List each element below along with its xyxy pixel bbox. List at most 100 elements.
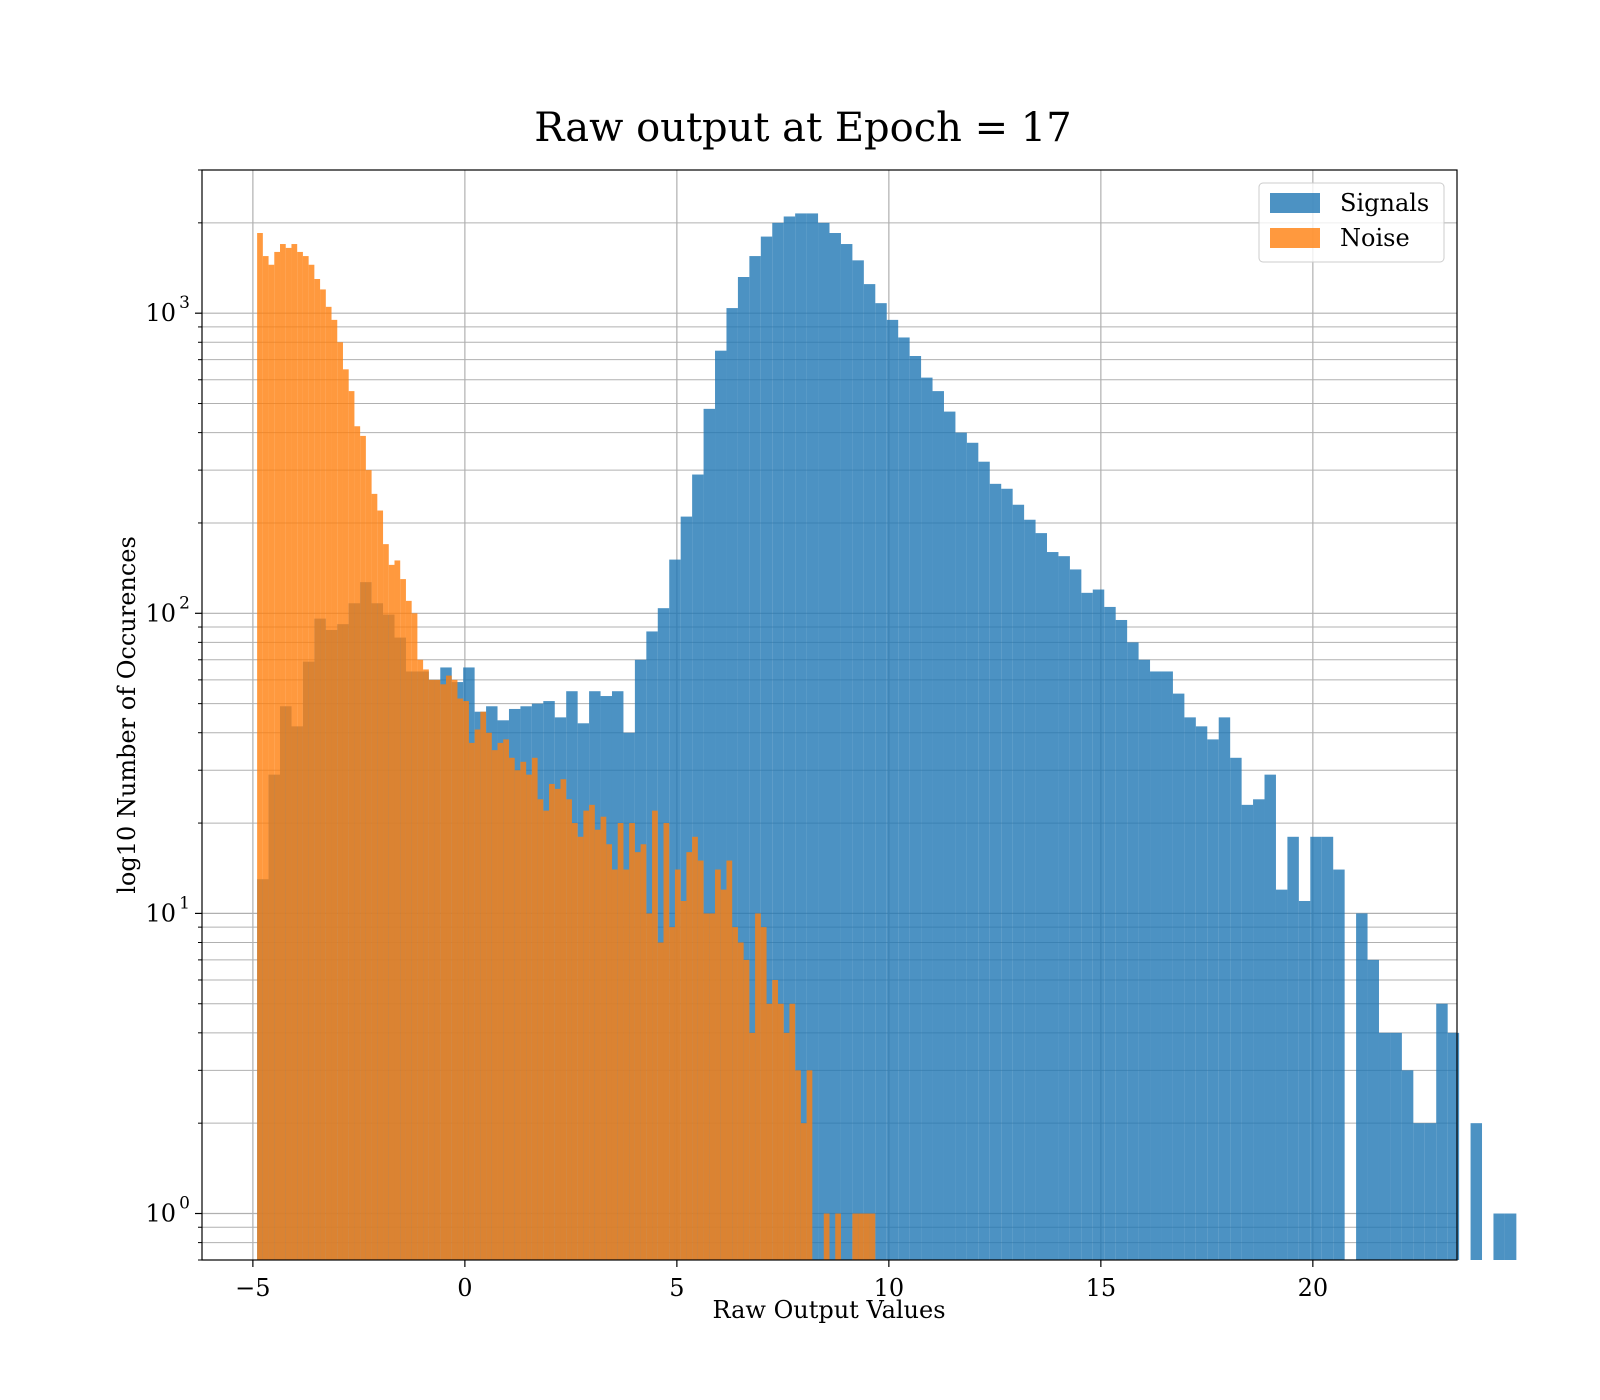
bar-noise	[634, 852, 641, 1260]
y-tick-label: 10	[145, 1200, 176, 1228]
bar-noise	[503, 739, 509, 1260]
bar-signals	[1298, 900, 1311, 1260]
bar-signals	[1207, 739, 1219, 1260]
x-axis-label: Raw Output Values	[712, 1296, 945, 1324]
bar-noise	[789, 1003, 796, 1260]
bar-noise	[337, 342, 343, 1260]
bar-noise	[262, 256, 269, 1261]
bar-noise	[491, 750, 498, 1260]
bar-signals	[955, 432, 967, 1261]
bar-signals	[1081, 592, 1093, 1260]
bar-noise	[783, 1032, 790, 1260]
bar-noise	[468, 742, 475, 1260]
bar-signals	[852, 260, 864, 1261]
bar-signals	[909, 356, 922, 1261]
bar-noise	[715, 869, 721, 1260]
bar-noise	[342, 369, 349, 1261]
bar-noise	[669, 927, 675, 1260]
bar-noise	[566, 799, 572, 1260]
bar-noise	[732, 927, 738, 1260]
bar-signals	[1424, 1123, 1437, 1260]
bar-signals	[1241, 804, 1254, 1260]
bar-signals	[932, 391, 944, 1260]
bar-noise	[537, 799, 544, 1260]
bar-noise	[543, 810, 550, 1260]
bar-signals	[1493, 1213, 1505, 1260]
bar-signals	[726, 308, 738, 1260]
bar-noise	[514, 770, 521, 1260]
bar-signals	[1138, 659, 1151, 1260]
bar-noise	[440, 684, 447, 1260]
bar-noise	[623, 869, 630, 1260]
x-tick-label: 10	[874, 1274, 905, 1302]
bar-signals	[1092, 589, 1105, 1260]
bar-noise	[463, 701, 469, 1260]
bar-signals	[1058, 556, 1070, 1260]
bar-noise	[686, 852, 693, 1260]
bar-noise	[446, 675, 452, 1260]
bar-signals	[921, 377, 933, 1260]
bar-noise	[423, 669, 429, 1260]
bar-signals	[1378, 1032, 1391, 1260]
bar-signals	[1035, 533, 1048, 1260]
bar-noise	[549, 783, 555, 1260]
bar-signals	[1264, 774, 1276, 1260]
bar-noise	[800, 1123, 807, 1260]
bar-noise	[652, 810, 658, 1260]
x-tick-label: 0	[457, 1274, 472, 1302]
bar-signals	[978, 461, 990, 1261]
bar-noise	[766, 1003, 773, 1260]
bar-noise	[480, 711, 487, 1260]
bar-signals	[1230, 757, 1242, 1260]
bar-signals	[1172, 693, 1185, 1260]
bar-noise	[297, 251, 303, 1260]
bar-noise	[531, 757, 538, 1260]
bars	[257, 213, 1517, 1261]
bar-signals	[1161, 671, 1173, 1260]
bar-signals	[1470, 1123, 1483, 1260]
y-tick-exponent: 3	[179, 293, 190, 313]
series-noise	[257, 233, 876, 1261]
bar-noise	[325, 306, 332, 1260]
y-tick-exponent: 2	[179, 593, 190, 613]
bar-noise	[606, 844, 612, 1260]
bar-signals	[829, 233, 841, 1261]
bar-signals	[1001, 488, 1013, 1261]
bar-signals	[1047, 552, 1059, 1260]
bar-noise	[457, 698, 464, 1260]
bar-noise	[285, 247, 292, 1260]
bar-noise	[663, 823, 670, 1260]
bar-noise	[365, 470, 372, 1260]
bar-signals	[886, 319, 899, 1261]
bar-noise	[869, 1213, 876, 1260]
bar-signals	[1447, 1032, 1460, 1260]
bar-noise	[703, 913, 710, 1260]
bar-noise	[720, 889, 727, 1260]
bar-signals	[1436, 1003, 1448, 1260]
bar-signals	[772, 222, 784, 1260]
bar-noise	[852, 1213, 859, 1260]
bar-signals	[703, 408, 716, 1261]
bar-signals	[1504, 1213, 1517, 1260]
bar-signals	[898, 337, 910, 1260]
legend-swatch-noise	[1270, 228, 1320, 248]
bar-signals	[749, 256, 761, 1261]
legend-label-noise: Noise	[1340, 224, 1410, 252]
bar-noise	[806, 1070, 813, 1260]
bar-noise	[680, 900, 687, 1260]
bar-signals	[715, 350, 727, 1261]
legend-swatch-signals	[1270, 193, 1320, 213]
bar-noise	[640, 844, 647, 1260]
bar-noise	[291, 244, 298, 1261]
bar-signals	[1310, 836, 1322, 1260]
bar-noise	[508, 757, 515, 1260]
bar-noise	[371, 493, 378, 1260]
bar-noise	[795, 1070, 801, 1260]
bar-noise	[320, 289, 326, 1261]
bar-noise	[411, 613, 418, 1260]
bar-noise	[268, 264, 275, 1260]
bar-signals	[783, 216, 796, 1261]
bar-noise	[594, 829, 601, 1260]
x-tick-label: 5	[669, 1274, 684, 1302]
